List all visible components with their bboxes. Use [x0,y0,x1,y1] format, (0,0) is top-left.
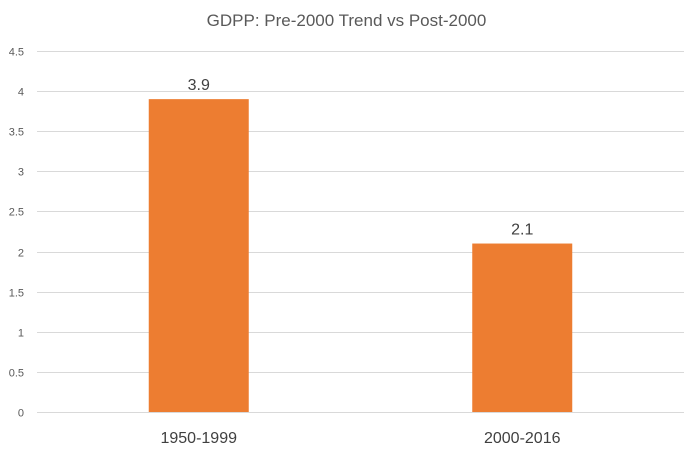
y-tick-label: 2 [18,248,24,260]
y-tick-label: 0.5 [9,368,24,380]
y-tick-label: 0 [18,408,24,420]
y-tick-label: 1.5 [9,288,24,300]
y-tick-label: 2.5 [9,207,24,219]
x-category-label: 1950-1999 [160,430,237,447]
bar [148,99,249,412]
y-tick-label: 1 [18,328,24,340]
y-tick-label: 3.5 [9,127,24,139]
data-label: 3.9 [188,77,210,94]
bar [472,243,573,412]
chart-title: GDPP: Pre-2000 Trend vs Post-2000 [206,11,487,30]
y-tick-label: 4.5 [9,47,24,59]
x-category-label: 2000-2016 [484,430,561,447]
data-label: 2.1 [511,222,533,239]
y-tick-label: 4 [18,87,24,99]
y-tick-label: 3 [18,167,24,179]
